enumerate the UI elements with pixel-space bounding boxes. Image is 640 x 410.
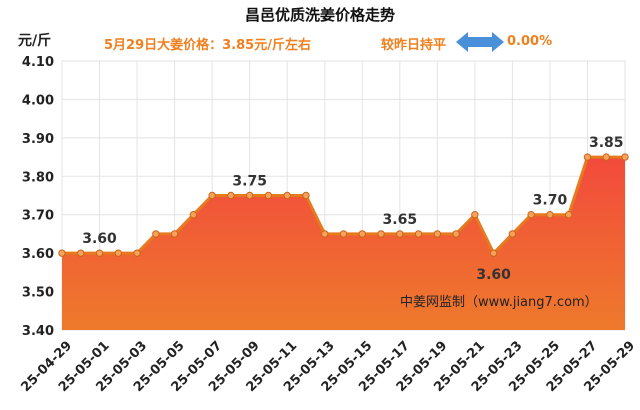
data-point xyxy=(339,230,348,238)
data-label: 3.65 xyxy=(383,212,418,228)
compare-label: 较昨日持平 xyxy=(381,38,447,53)
y-axis-unit: 元/斤 xyxy=(18,33,52,49)
data-point xyxy=(302,191,310,200)
data-point xyxy=(114,249,123,257)
double-arrow-icon xyxy=(456,32,504,52)
data-point xyxy=(471,211,479,219)
data-point xyxy=(396,230,404,238)
data-point xyxy=(583,153,592,161)
data-point xyxy=(133,249,141,257)
y-tick-label: 3.60 xyxy=(22,247,54,262)
data-point xyxy=(321,230,329,238)
data-point xyxy=(170,230,179,238)
data-label: 3.75 xyxy=(232,174,267,190)
y-tick-label: 4.00 xyxy=(22,93,54,108)
price-area xyxy=(62,157,625,330)
data-point xyxy=(621,153,629,161)
y-tick-label: 3.50 xyxy=(22,286,54,301)
data-point xyxy=(58,249,66,257)
y-tick-label: 3.70 xyxy=(22,209,54,224)
change-percent: 0.00% xyxy=(507,34,553,49)
data-point xyxy=(152,230,160,238)
data-point xyxy=(602,153,610,161)
data-point xyxy=(565,211,573,219)
y-tick-label: 4.10 xyxy=(22,55,54,70)
data-point xyxy=(189,211,198,219)
data-label: 3.70 xyxy=(533,193,568,209)
data-point xyxy=(245,191,254,200)
data-point xyxy=(283,191,291,200)
data-point xyxy=(414,230,423,238)
price-summary: 5月29日大姜价格：3.85元/斤左右 xyxy=(104,38,311,53)
watermark: 中姜网监制（www.jiang7.com） xyxy=(400,295,598,310)
y-tick-label: 3.90 xyxy=(22,132,54,147)
y-tick-label: 3.80 xyxy=(22,170,54,185)
data-point xyxy=(433,230,442,238)
data-point xyxy=(527,211,535,219)
data-point xyxy=(264,191,273,200)
data-point xyxy=(208,191,216,200)
data-label: 3.85 xyxy=(589,135,624,151)
data-label: 3.60 xyxy=(476,267,511,283)
y-tick-label: 3.40 xyxy=(22,324,54,339)
data-point xyxy=(489,249,498,257)
data-point xyxy=(358,230,366,238)
data-point xyxy=(508,230,517,238)
data-point xyxy=(377,230,385,238)
data-point xyxy=(546,211,554,219)
data-point xyxy=(227,191,235,200)
data-point xyxy=(95,249,104,257)
chart-title: 昌邑优质洗姜价格走势 xyxy=(244,6,395,24)
data-label: 3.60 xyxy=(82,231,117,247)
data-point xyxy=(77,249,85,257)
data-point xyxy=(452,230,460,238)
